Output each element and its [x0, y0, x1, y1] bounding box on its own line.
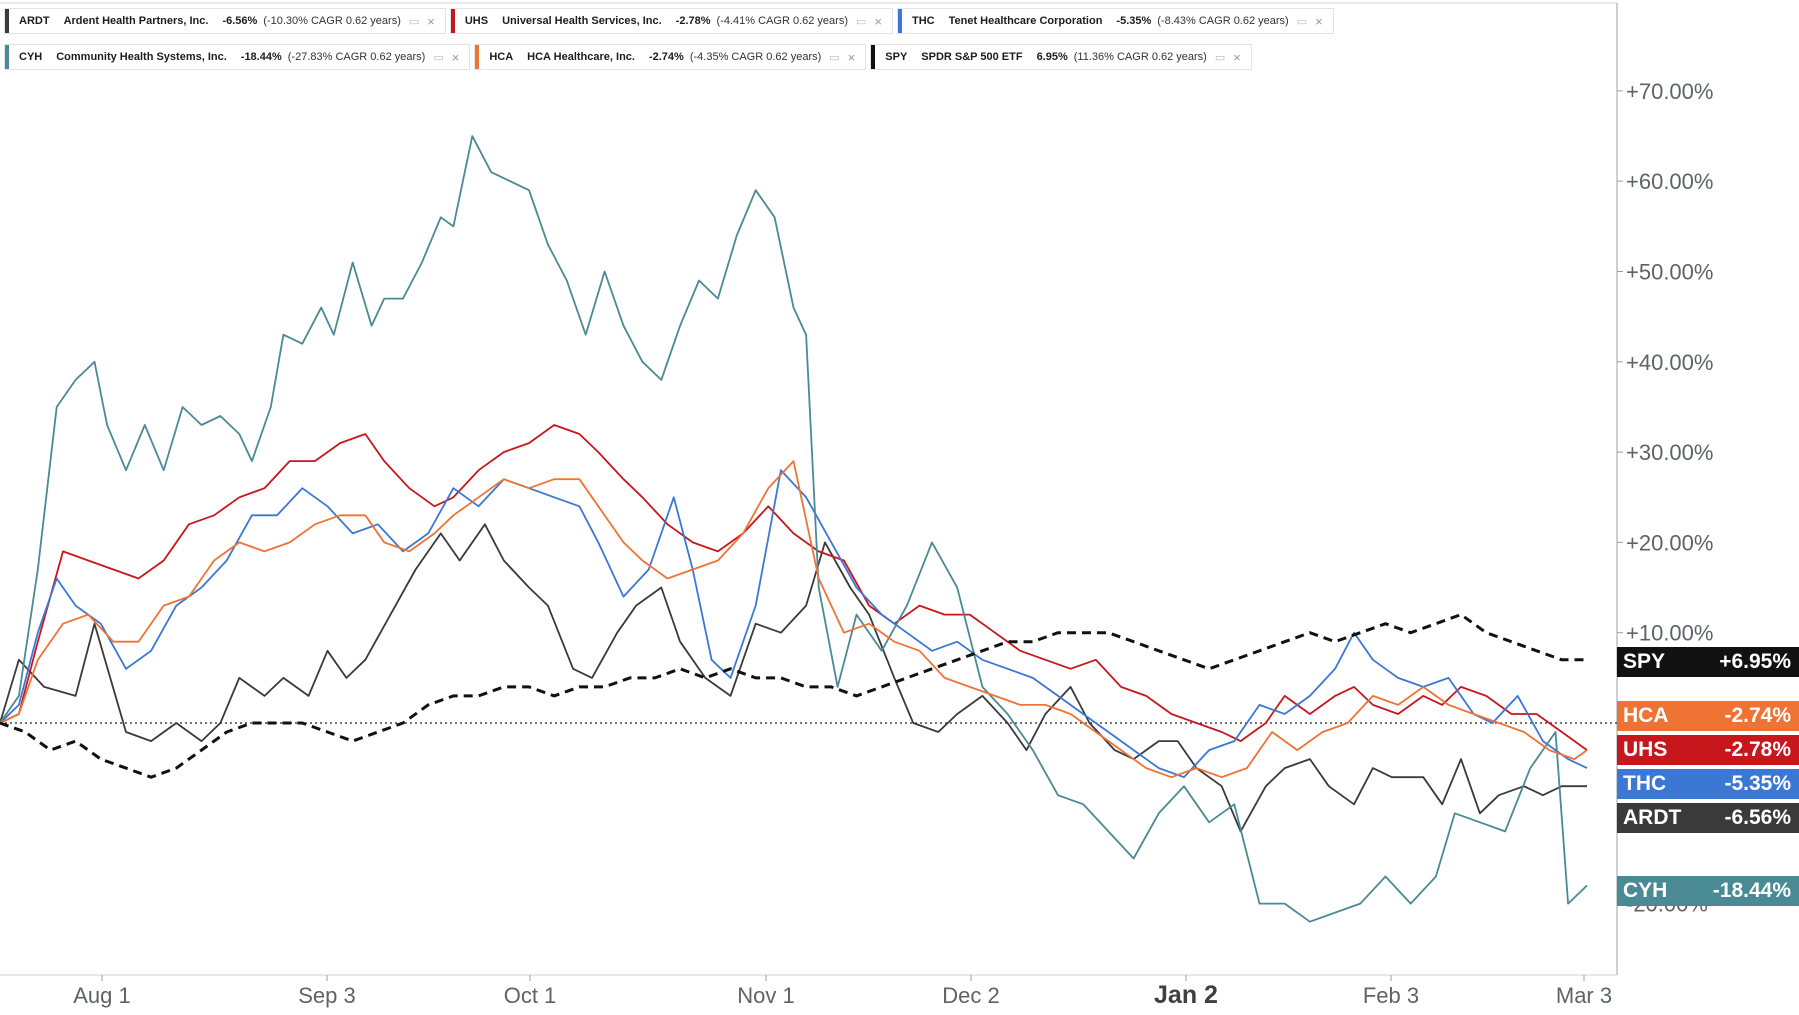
legend-color-swatch	[871, 45, 876, 69]
legend-return: -6.56%	[222, 15, 258, 27]
legend-cagr: (-27.83% CAGR 0.62 years)	[287, 51, 426, 63]
series-line-ardt[interactable]	[0, 523, 1587, 833]
legend-name: Ardent Health Partners, Inc.	[63, 15, 209, 27]
x-tick-label: Jan 2	[1154, 981, 1218, 1009]
x-tick-label: Dec 2	[942, 983, 999, 1008]
legend-chip-thc[interactable]: THC Tenet Healthcare Corporation -5.35% (-8…	[896, 8, 1334, 34]
series-line-uhs[interactable]	[0, 424, 1588, 751]
x-tick-label: Sep 3	[298, 983, 356, 1008]
badge-ticker: HCA	[1623, 704, 1669, 727]
legend-return: -5.35%	[1116, 15, 1152, 27]
x-tick-label: Oct 1	[504, 983, 557, 1008]
close-icon[interactable]: ×	[451, 49, 460, 65]
y-tick-label: +60.00%	[1626, 169, 1713, 194]
legend-ticker: THC	[911, 15, 935, 27]
end-badge-hca: HCA -2.74%	[1617, 701, 1799, 731]
legend-chip-uhs[interactable]: UHS Universal Health Services, Inc. -2.78%…	[449, 8, 893, 34]
y-tick-label: +30.00%	[1626, 440, 1713, 465]
pin-icon[interactable]: ▭	[855, 15, 867, 28]
badge-value: +6.95%	[1719, 650, 1791, 673]
badge-value: -6.56%	[1724, 806, 1791, 829]
legend-ticker: UHS	[464, 15, 489, 27]
legend-color-swatch	[475, 45, 480, 69]
legend-ticker: ARDT	[19, 15, 50, 27]
end-badge-spy: SPY +6.95%	[1617, 647, 1799, 677]
legend-return: 6.95%	[1036, 51, 1068, 63]
legend-name: SPDR S&P 500 ETF	[921, 51, 1023, 63]
y-tick-label: +10.00%	[1626, 621, 1713, 646]
end-badge-cyh: CYH -18.44%	[1617, 876, 1799, 906]
legend-color-swatch	[450, 9, 455, 33]
badge-ticker: ARDT	[1623, 806, 1682, 829]
series-line-thc[interactable]	[0, 469, 1588, 779]
badge-value: -18.44%	[1712, 879, 1791, 902]
legend-color-swatch	[5, 9, 9, 33]
pin-icon[interactable]: ▭	[829, 51, 840, 64]
pin-icon[interactable]: ▭	[408, 15, 420, 28]
series-line-cyh[interactable]	[0, 135, 1588, 923]
series-lines	[0, 135, 1588, 923]
legend-chip-ardt[interactable]: ARDT Ardent Health Partners, Inc. -6.56% (-…	[4, 8, 446, 34]
badge-ticker: SPY	[1623, 650, 1666, 673]
pin-icon[interactable]: ▭	[1296, 15, 1308, 28]
legend-return: -2.74%	[648, 51, 684, 63]
badge-value: -5.35%	[1724, 772, 1791, 795]
legend-ticker: CYH	[19, 51, 43, 63]
legend-ticker: HCA	[489, 51, 514, 63]
end-badge-ardt: ARDT -6.56%	[1617, 803, 1799, 833]
y-tick-label: +70.00%	[1626, 79, 1713, 104]
badge-ticker: THC	[1623, 772, 1667, 795]
close-icon[interactable]: ×	[874, 13, 882, 29]
legend-chip-cyh[interactable]: CYH Community Health Systems, Inc. -18.44%…	[4, 44, 471, 70]
legend-return: -18.44%	[240, 51, 282, 63]
badge-ticker: CYH	[1623, 879, 1668, 902]
x-tick-label: Feb 3	[1363, 983, 1419, 1008]
close-icon[interactable]: ×	[427, 13, 435, 29]
pin-icon[interactable]: ▭	[1214, 51, 1226, 64]
series-line-spy[interactable]	[0, 613, 1587, 779]
legend-chip-hca[interactable]: HCA HCA Healthcare, Inc. -2.74% (-4.35% CAG…	[474, 44, 867, 70]
legend-color-swatch	[897, 9, 902, 33]
legend-name: HCA Healthcare, Inc.	[527, 51, 635, 63]
y-tick-labels: +70.00% +60.00% +50.00% +40.00% +30.00% +20.0…	[1617, 79, 1713, 917]
y-tick-label: +20.00%	[1626, 530, 1713, 555]
legend-color-swatch	[5, 45, 9, 69]
close-icon[interactable]: ×	[1233, 49, 1241, 65]
legend-cagr: (-8.43% CAGR 0.62 years)	[1157, 15, 1289, 27]
legend-ticker: SPY	[885, 51, 908, 63]
badge-value: -2.74%	[1724, 704, 1791, 727]
legend-cagr: (11.36% CAGR 0.62 years)	[1073, 51, 1207, 63]
close-icon[interactable]: ×	[847, 49, 856, 65]
badge-value: -2.78%	[1724, 738, 1791, 761]
legend-cagr: (-10.30% CAGR 0.62 years)	[263, 15, 401, 27]
x-tick-labels: Aug 1 Sep 3 Oct 1 Nov 1 Dec 2 Jan 2 Feb 3 Mar 3	[73, 975, 1612, 1009]
legend-name: Community Health Systems, Inc.	[56, 51, 227, 63]
badge-ticker: UHS	[1623, 738, 1668, 761]
legend-name: Universal Health Services, Inc.	[502, 15, 662, 27]
legend-row-2: CYH Community Health Systems, Inc. -18.44%…	[4, 44, 1252, 70]
y-tick-label: +40.00%	[1626, 350, 1713, 375]
pin-icon[interactable]: ▭	[433, 51, 444, 64]
x-tick-label: Mar 3	[1556, 983, 1612, 1008]
end-badge-thc: THC -5.35%	[1617, 769, 1799, 799]
legend-chip-spy[interactable]: SPY SPDR S&P 500 ETF 6.95% (11.36% CAGR 0.6…	[870, 44, 1252, 70]
x-tick-label: Nov 1	[737, 983, 794, 1008]
x-tick-label: Aug 1	[73, 983, 131, 1008]
legend-cagr: (-4.35% CAGR 0.62 years)	[689, 51, 822, 63]
end-badge-uhs: UHS -2.78%	[1617, 735, 1799, 765]
y-tick-label: +50.00%	[1626, 260, 1713, 285]
legend-name: Tenet Healthcare Corporation	[948, 15, 1103, 27]
close-icon[interactable]: ×	[1315, 13, 1323, 29]
legend-return: -2.78%	[675, 15, 711, 27]
legend-row-1: ARDT Ardent Health Partners, Inc. -6.56% (-…	[4, 8, 1334, 34]
series-line-hca[interactable]	[0, 460, 1588, 779]
legend-cagr: (-4.41% CAGR 0.62 years)	[716, 15, 848, 27]
